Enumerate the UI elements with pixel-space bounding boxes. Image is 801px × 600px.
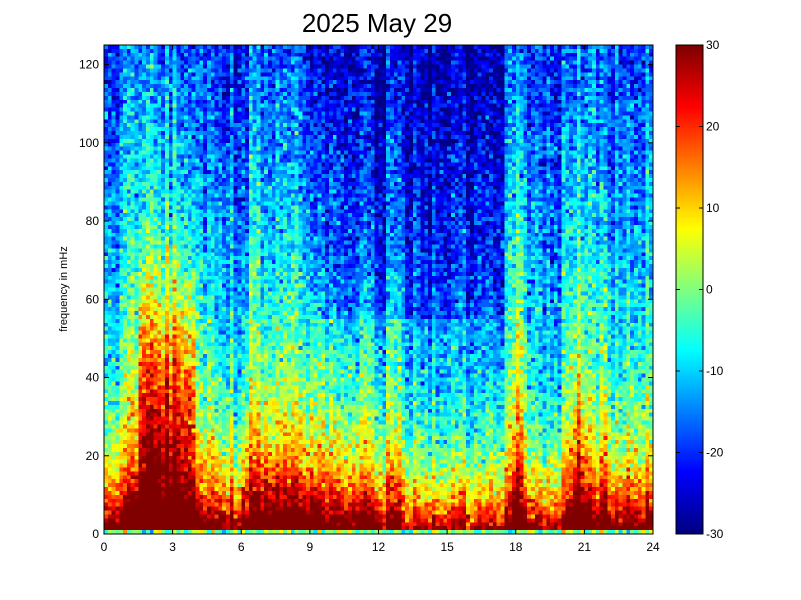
colorbar-tick-label: 10 — [706, 201, 720, 215]
colorbar: -30 -20 -10 0 10 20 30 — [675, 38, 724, 541]
x-tick-label: 18 — [509, 540, 523, 554]
colorbar-tick-label: 20 — [706, 120, 720, 134]
colorbar-tick-label: -10 — [706, 364, 724, 378]
y-tick-label: 40 — [86, 371, 100, 385]
x-tick-label: 21 — [578, 540, 592, 554]
plot-area: 0 3 6 9 12 15 18 21 24 0 20 40 60 80 100 120 — [79, 44, 660, 554]
x-tick-label: 6 — [238, 540, 245, 554]
y-axis: 0 20 40 60 80 100 120 — [79, 58, 653, 541]
colorbar-ticks: -30 -20 -10 0 10 20 30 — [676, 38, 724, 541]
x-tick-label: 3 — [169, 540, 176, 554]
y-tick-label: 100 — [79, 136, 99, 150]
colorbar-gradient — [676, 45, 703, 534]
x-tick-label: 9 — [307, 540, 314, 554]
y-tick-label: 0 — [92, 527, 99, 541]
y-axis-label: frequency in mHz — [58, 246, 70, 332]
spectrogram-heatmap — [104, 45, 653, 534]
x-axis: 0 3 6 9 12 15 18 21 24 — [101, 45, 660, 554]
x-tick-label: 12 — [372, 540, 386, 554]
y-tick-label: 120 — [79, 58, 99, 72]
colorbar-tick-label: 0 — [706, 283, 713, 297]
colorbar-tick-label: 30 — [706, 38, 720, 52]
colorbar-tick-label: -30 — [706, 527, 724, 541]
y-tick-label: 20 — [86, 449, 100, 463]
y-tick-label: 80 — [86, 214, 100, 228]
y-tick-label: 60 — [86, 292, 100, 306]
x-tick-label: 15 — [440, 540, 454, 554]
x-tick-label: 24 — [646, 540, 660, 554]
x-tick-label: 0 — [101, 540, 108, 554]
chart-title: 2025 May 29 — [302, 8, 452, 38]
colorbar-tick-label: -20 — [706, 446, 724, 460]
